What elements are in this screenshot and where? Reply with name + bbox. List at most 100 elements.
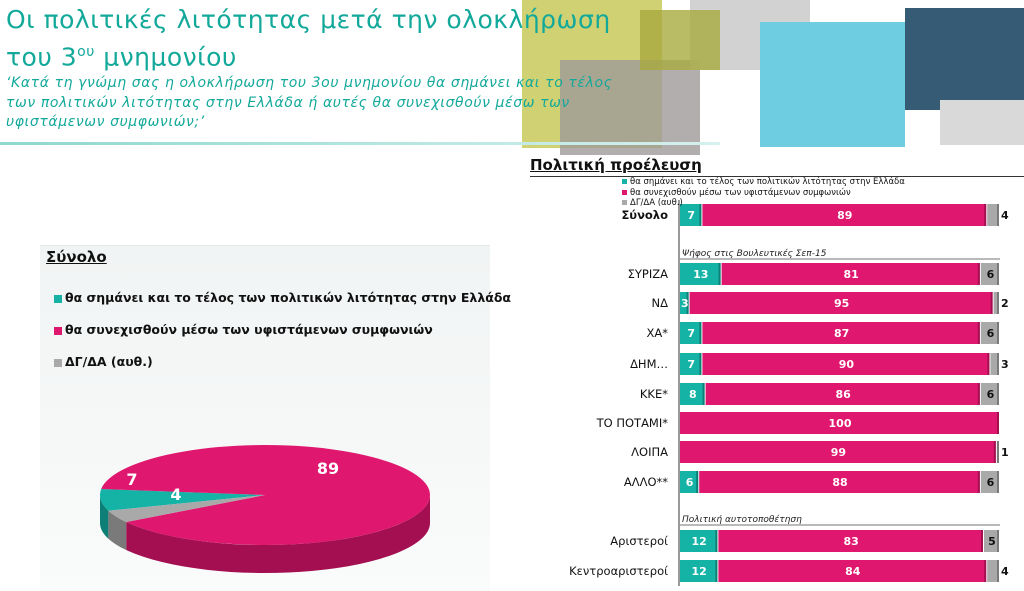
bar-edge: [993, 441, 996, 463]
bar-segment: [980, 322, 999, 344]
decor-square-navy: [905, 8, 1024, 110]
bar-segment: [987, 204, 999, 226]
bar-segment: [680, 471, 699, 493]
data-label: 12: [692, 565, 707, 578]
legend-swatch-grey: [622, 200, 627, 205]
bar-edge: [699, 322, 702, 344]
bar-segment: [721, 263, 980, 285]
bar-edge: [997, 322, 999, 344]
bar-segment: [680, 383, 705, 405]
pie-slice-side: [108, 510, 127, 551]
bar-edge: [997, 263, 999, 285]
data-label: 83: [844, 535, 859, 548]
data-label: 2: [1001, 297, 1009, 310]
bar-segment: [680, 412, 999, 434]
data-label: 5: [988, 535, 996, 548]
bar-edge: [997, 441, 999, 463]
bar-edge: [718, 263, 721, 285]
bar-edge: [997, 383, 999, 405]
bar-segment: [680, 560, 718, 582]
bar-edge: [984, 560, 987, 582]
section-label-vote: Ψήφος στις Βουλευτικές Σεπ-15: [682, 248, 827, 259]
bar-edge: [715, 530, 718, 552]
category-label: Σύνολο: [621, 208, 668, 222]
data-label: 87: [834, 327, 849, 340]
bar-segment: [980, 471, 999, 493]
legend-label: ΔΓ/ΔΑ (αυθ.): [630, 198, 683, 208]
small-legend-continue: θα συνεχισθούν μέσω των υφιστάμενων συμφ…: [622, 188, 851, 198]
pie-value-label: 4: [170, 485, 181, 504]
category-label: Αριστεροί: [610, 534, 668, 548]
pie-slice: [108, 495, 265, 523]
bar-edge: [997, 292, 999, 314]
pie-value-label: 7: [126, 470, 137, 489]
category-label: ΑΛΛΟ**: [624, 475, 668, 489]
data-label: 3: [1001, 358, 1009, 371]
decor-square-silver: [940, 100, 1024, 145]
bar-edge: [997, 530, 999, 552]
bar-edge: [977, 471, 980, 493]
legend-label: θα συνεχισθούν μέσω των υφιστάμενων συμφ…: [65, 322, 433, 337]
decor-square-skyblue: [760, 22, 905, 147]
bar-edge: [977, 263, 980, 285]
page-title: Οι πολιτικές λιτότητας μετά την ολοκλήρω…: [6, 4, 666, 73]
bar-edge: [990, 292, 993, 314]
bar-edge: [997, 471, 999, 493]
small-legend-end: θα σημάνει και το τέλος των πολιτικών λι…: [622, 177, 905, 187]
bar-edge: [696, 471, 699, 493]
small-legend-dk: ΔΓ/ΔΑ (αυθ.): [622, 198, 683, 208]
category-label: ΣΥΡΙΖΑ: [628, 267, 668, 281]
data-label: 3: [681, 297, 689, 310]
bar-edge: [997, 412, 999, 434]
data-label: 86: [836, 388, 852, 401]
bar-edge: [699, 353, 702, 375]
data-label: 6: [987, 388, 995, 401]
bar-edge: [699, 204, 702, 226]
data-label: 7: [687, 327, 695, 340]
data-label: 4: [1001, 565, 1009, 578]
data-label: 90: [839, 358, 855, 371]
title-line-1: Οι πολιτικές λιτότητας μετά την ολοκλήρω…: [6, 5, 611, 34]
bar-segment: [680, 441, 996, 463]
legend-label: ΔΓ/ΔΑ (αυθ.): [65, 354, 153, 369]
bar-segment: [680, 204, 702, 226]
title-superscript: ου: [77, 44, 95, 60]
bar-edge: [997, 560, 999, 582]
data-label: 6: [987, 327, 995, 340]
data-label: 81: [844, 268, 859, 281]
legend-swatch-grey: [54, 358, 62, 367]
pie-slice: [101, 445, 431, 545]
decor-square-olive2: [640, 10, 720, 70]
section-label-selfplacement: Πολιτική αυτοτοποθέτηση: [682, 514, 802, 525]
category-label: ΚΚΕ*: [640, 387, 668, 401]
legend-item-end: θα σημάνει και το τέλος των πολιτικών λι…: [54, 290, 511, 305]
legend-label: θα σημάνει και το τέλος των πολιτικών λι…: [630, 177, 905, 187]
bar-segment: [689, 292, 993, 314]
pie-slice-side: [126, 495, 431, 573]
bar-segment: [987, 560, 999, 582]
survey-question: ‘Κατά τη γνώμη σας η ολοκλήρωση του 3ου …: [6, 75, 613, 130]
data-label: 100: [829, 417, 852, 430]
data-label: 6: [686, 476, 694, 489]
data-label: 7: [687, 358, 695, 371]
data-label: 6: [987, 268, 995, 281]
total-heading: Σύνολο: [46, 248, 107, 266]
title-line-2-post: μνημονίου: [94, 42, 237, 72]
legend-label: θα συνεχισθούν μέσω των υφιστάμενων συμφ…: [630, 188, 851, 198]
category-label: ΤΟ ΠΟΤΑΜΙ*: [596, 416, 669, 430]
bar-segment: [984, 530, 999, 552]
data-label: 6: [987, 476, 995, 489]
bar-segment: [980, 383, 999, 405]
bar-edge: [977, 383, 980, 405]
data-label: 89: [837, 209, 852, 222]
legend-swatch-magenta: [54, 326, 62, 335]
pie-slice-side: [100, 495, 109, 539]
pie-slice: [100, 489, 265, 511]
bar-edge: [987, 353, 990, 375]
data-label: 88: [832, 476, 847, 489]
legend-swatch-magenta: [622, 190, 627, 195]
data-label: 7: [687, 209, 695, 222]
bar-segment: [990, 353, 999, 375]
bar-segment: [718, 560, 987, 582]
data-label: 8: [689, 388, 697, 401]
